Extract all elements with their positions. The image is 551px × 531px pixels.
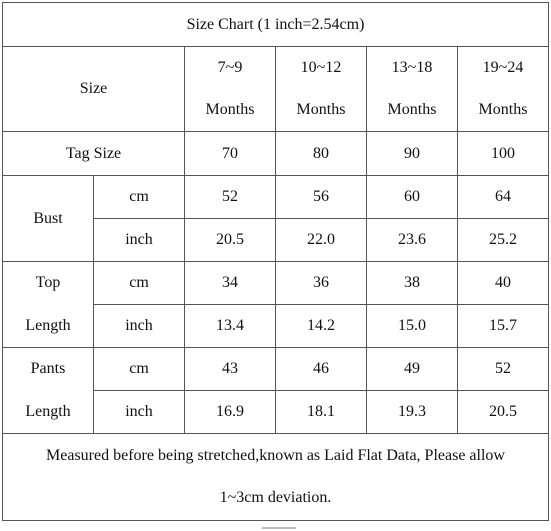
table-cell: 60 — [366, 175, 458, 219]
table-cell: 20.5 — [184, 218, 276, 262]
size-unit: Months — [205, 101, 255, 119]
table-cell: 70 — [184, 131, 276, 176]
table-cell: 52 — [457, 347, 549, 391]
size-range: 13~18 — [391, 59, 433, 77]
top-length-inch-row: inch 13.4 14.2 15.0 15.7 — [3, 304, 549, 348]
size-col-2: 10~12 Months — [275, 46, 367, 132]
top-length-cm-row: Top Length cm 34 36 38 40 — [2, 261, 549, 348]
size-col-3: 13~18 Months — [366, 46, 458, 132]
unit-inch-label: inch — [93, 304, 185, 348]
bust-cm-row: Bust cm 52 56 60 64 — [2, 175, 549, 262]
size-unit: Months — [296, 101, 346, 119]
unit-cm-label: cm — [93, 175, 185, 219]
table-cell: 56 — [275, 175, 367, 219]
top-length-label: Top Length — [2, 261, 94, 348]
tag-size-row: Tag Size 70 80 90 100 — [2, 131, 549, 176]
table-cell: 23.6 — [366, 218, 458, 262]
pants-length-label: Pants Length — [2, 347, 94, 434]
size-unit: Months — [478, 101, 528, 119]
size-range: 7~9 — [217, 59, 243, 77]
pants-length-cm-row: Pants Length cm 43 46 49 52 — [2, 347, 549, 434]
table-cell: 52 — [184, 175, 276, 219]
table-cell: 15.0 — [366, 304, 458, 348]
table-cell: 38 — [366, 261, 458, 305]
size-header: Size — [2, 46, 185, 132]
table-cell: 36 — [275, 261, 367, 305]
table-cell: 46 — [275, 347, 367, 391]
table-cell: 20.5 — [457, 390, 549, 434]
table-cell: 34 — [184, 261, 276, 305]
table-cell: 15.7 — [457, 304, 549, 348]
label-line: Top — [35, 274, 61, 292]
note-line-1: Measured before being stretched,known as… — [46, 447, 505, 464]
label-line: Pants — [30, 360, 66, 378]
unit-cm-label: cm — [93, 261, 185, 305]
size-row: Size 7~9 Months 10~12 Months 13~18 Months 1… — [2, 46, 549, 132]
note-line-2: 1~3cm deviation. — [219, 489, 332, 506]
measurement-note: Measured before being stretched,known as… — [2, 433, 549, 521]
bust-inch-row: inch 20.5 22.0 23.6 25.2 — [3, 218, 549, 262]
label-line: Length — [25, 402, 71, 420]
table-cell: 100 — [457, 131, 549, 176]
table-cell: 18.1 — [275, 390, 367, 434]
size-range: 19~24 — [482, 59, 524, 77]
table-cell: 19.3 — [366, 390, 458, 434]
unit-inch-label: inch — [93, 390, 185, 434]
divider — [262, 527, 296, 529]
table-cell: 25.2 — [457, 218, 549, 262]
size-range: 10~12 — [300, 59, 342, 77]
size-chart-table: Size Chart (1 inch=2.54cm) Size 7~9 Month… — [2, 2, 549, 521]
size-unit: Months — [387, 101, 437, 119]
unit-inch-label: inch — [93, 218, 185, 262]
table-cell: 40 — [457, 261, 549, 305]
unit-cm-label: cm — [93, 347, 185, 391]
table-cell: 16.9 — [184, 390, 276, 434]
note-row: Measured before being stretched,known as… — [2, 433, 549, 521]
table-cell: 13.4 — [184, 304, 276, 348]
label-line: Length — [25, 316, 71, 334]
table-cell: 49 — [366, 347, 458, 391]
bust-label: Bust — [2, 175, 94, 262]
title-row: Size Chart (1 inch=2.54cm) — [2, 2, 549, 47]
table-cell: 43 — [184, 347, 276, 391]
table-cell: 80 — [275, 131, 367, 176]
size-col-1: 7~9 Months — [184, 46, 276, 132]
size-col-4: 19~24 Months — [457, 46, 549, 132]
table-cell: 90 — [366, 131, 458, 176]
tag-size-label: Tag Size — [2, 131, 185, 176]
table-cell: 64 — [457, 175, 549, 219]
table-cell: 22.0 — [275, 218, 367, 262]
table-cell: 14.2 — [275, 304, 367, 348]
pants-length-inch-row: inch 16.9 18.1 19.3 20.5 — [3, 390, 549, 434]
chart-title: Size Chart (1 inch=2.54cm) — [2, 2, 549, 47]
